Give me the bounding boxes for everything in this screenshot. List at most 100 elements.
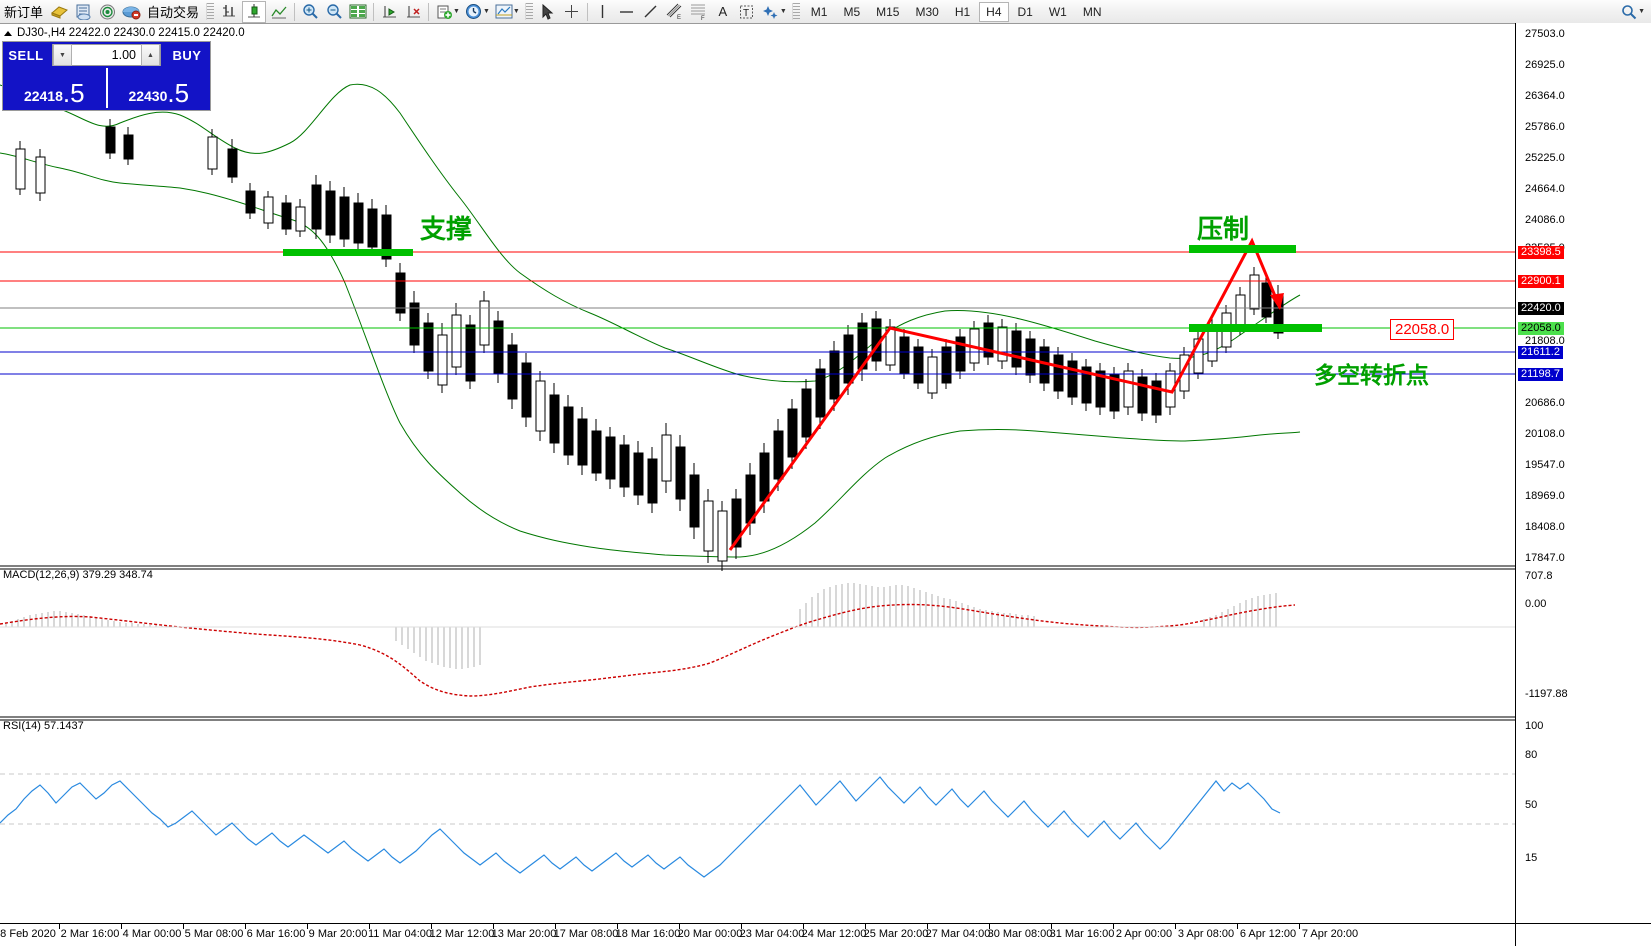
price-tag-current: 22420.0	[1518, 302, 1564, 315]
toolbar-separator-2	[373, 2, 375, 21]
new-order-button[interactable]: 新订单	[4, 5, 44, 20]
period-d1[interactable]: D1	[1017, 4, 1033, 19]
cursor-icon[interactable]	[537, 2, 559, 22]
trend-arrow-head	[1270, 293, 1284, 310]
time-label: 12 Mar 12:00	[429, 928, 495, 940]
rsi-indicator-label: RSI(14) 57.1437	[3, 720, 84, 732]
zoom-out-icon[interactable]	[323, 2, 345, 22]
market-watch-icon[interactable]	[72, 2, 94, 22]
objects-icon[interactable]	[760, 2, 782, 22]
price-tick: 24664.0	[1525, 183, 1565, 195]
svg-text:T: T	[743, 8, 749, 19]
time-label: 11 Mar 04:00	[367, 928, 433, 940]
auto-scroll-icon[interactable]	[402, 2, 424, 22]
horizontal-line-icon[interactable]	[616, 2, 638, 22]
price-tag-22900: 22900.1	[1518, 275, 1564, 288]
tile-windows-icon[interactable]	[347, 2, 369, 22]
period-dropdown-caret[interactable]: ▼	[482, 8, 490, 15]
time-label: 3 Apr 08:00	[1177, 928, 1235, 940]
rsi-scale-tick: 80	[1525, 749, 1538, 761]
autotrading-label[interactable]: 自动交易	[147, 5, 200, 20]
objects-dropdown-caret[interactable]: ▼	[779, 8, 787, 15]
buy-price[interactable]: 22430 .5	[108, 68, 211, 108]
text-label-icon[interactable]: T	[736, 2, 758, 22]
toolbar-grip[interactable]	[206, 3, 215, 20]
time-label: 31 Mar 16:00	[1049, 928, 1115, 940]
period-m5[interactable]: M5	[843, 4, 861, 19]
price-tick: 27503.0	[1525, 28, 1565, 40]
time-axis[interactable]: 8 Feb 2020 2 Mar 16:00 4 Mar 00:00 5 Mar…	[0, 923, 1515, 946]
rsi-line	[0, 776, 1281, 878]
time-tick	[307, 924, 308, 929]
price-tick: 25786.0	[1525, 121, 1565, 133]
search-dropdown-caret[interactable]: ▼	[1638, 8, 1645, 15]
turning-point-annotation: 多空转折点	[1314, 363, 1429, 389]
time-label: 18 Mar 16:00	[615, 928, 681, 940]
time-tick	[1113, 924, 1114, 929]
chart-title-text: DJ30-,H4 22422.0 22430.0 22415.0 22420.0	[17, 27, 245, 39]
volume-decrease-button[interactable]: ▼	[53, 44, 72, 66]
templates-icon[interactable]	[493, 2, 515, 22]
period-mn[interactable]: MN	[1082, 4, 1102, 19]
time-label: 9 Mar 20:00	[308, 928, 368, 940]
volume-value[interactable]: 1.00	[111, 48, 136, 62]
line-chart-icon[interactable]	[268, 2, 290, 22]
toolbar-grip-2[interactable]	[524, 3, 533, 20]
period-m1[interactable]: M1	[810, 4, 828, 19]
time-label: 13 Mar 20:00	[491, 928, 557, 940]
period-m15[interactable]: M15	[876, 4, 900, 19]
toolbar-grip-3[interactable]	[791, 3, 800, 20]
chart-shift-icon[interactable]	[378, 2, 400, 22]
zoom-in-icon[interactable]	[299, 2, 321, 22]
price-scale[interactable]: 27503.0 26925.0 26364.0 25786.0 25225.0 …	[1515, 23, 1651, 923]
indicators-icon[interactable]	[433, 2, 455, 22]
time-tick	[989, 924, 990, 929]
currency-icon[interactable]	[48, 2, 70, 22]
time-label: 20 Mar 00:00	[677, 928, 743, 940]
period-m30[interactable]: M30	[915, 4, 939, 19]
price-tick: 21808.0	[1525, 335, 1565, 347]
equidistant-channel-icon[interactable]: E	[664, 2, 686, 22]
indicators-dropdown-caret[interactable]: ▼	[453, 8, 460, 15]
period-h4[interactable]: H4	[979, 1, 1009, 22]
time-tick	[865, 924, 866, 929]
trendline-icon[interactable]	[640, 2, 662, 22]
chart-canvas[interactable]: 支撑 压制 多空转折点 22058.0	[0, 23, 1515, 923]
price-tick: 19547.0	[1525, 459, 1565, 471]
period-w1[interactable]: W1	[1048, 4, 1067, 19]
sell-button[interactable]: SELL	[8, 47, 44, 63]
volume-input[interactable]: ▼ 1.00 ▲	[52, 44, 161, 66]
svg-text:E: E	[677, 15, 681, 20]
sell-price[interactable]: 22418 .5	[3, 68, 108, 108]
volume-increase-button[interactable]: ▲	[141, 44, 160, 66]
bar-chart-icon[interactable]	[218, 2, 240, 22]
price-tag-21611: 21611.2	[1518, 346, 1563, 359]
crosshair-icon[interactable]	[561, 2, 583, 22]
period-icon[interactable]	[463, 2, 485, 22]
collapse-triangle-icon[interactable]	[4, 30, 12, 36]
chart-svg	[0, 83, 1515, 878]
one-click-trading-panel[interactable]: SELL ▼ 1.00 ▲ BUY 22418 .5 22430 .5	[2, 41, 211, 111]
buy-button[interactable]: BUY	[172, 47, 202, 63]
time-tick	[431, 924, 432, 929]
price-tick: 20108.0	[1525, 428, 1565, 440]
time-label: 30 Mar 08:00	[987, 928, 1053, 940]
templates-dropdown-caret[interactable]: ▼	[512, 8, 520, 15]
fibonacci-icon[interactable]: F	[688, 2, 710, 22]
macd-scale-tick: 707.8	[1525, 570, 1553, 582]
search-icon[interactable]	[1618, 2, 1640, 22]
sell-price-main: 22418	[23, 88, 63, 104]
time-tick	[183, 924, 184, 929]
macd-scale-tick: -1197.88	[1525, 688, 1568, 700]
period-h1[interactable]: H1	[954, 4, 971, 19]
main-toolbar: 新订单 自动交易 ▼ ▼	[0, 0, 1651, 24]
price-tag-21198: 21198.7	[1518, 368, 1563, 381]
text-icon[interactable]: A	[718, 4, 728, 19]
price-tick: 18408.0	[1525, 521, 1565, 533]
candlestick-chart-icon[interactable]	[242, 0, 267, 23]
time-tick	[59, 924, 60, 929]
autotrading-icon[interactable]	[120, 2, 142, 22]
time-tick	[369, 924, 370, 929]
vertical-line-icon[interactable]	[592, 2, 614, 22]
data-window-icon[interactable]	[96, 2, 118, 22]
